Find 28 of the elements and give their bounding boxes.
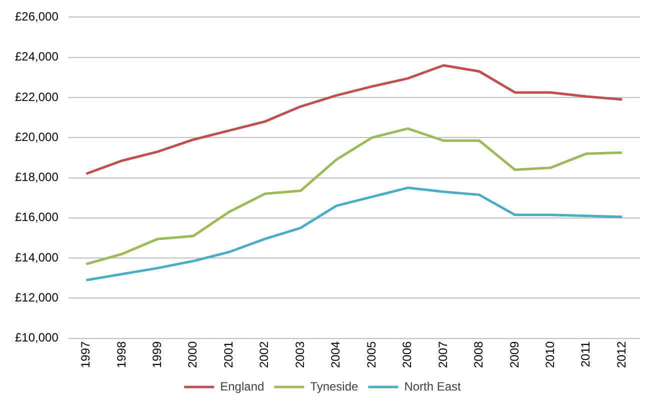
y-tick-label: £24,000 <box>14 50 59 64</box>
x-tick-label: 2005 <box>364 340 378 368</box>
x-tick-label: 2001 <box>221 340 236 368</box>
y-tick-label: £16,000 <box>14 210 59 224</box>
legend-label: North East <box>404 379 462 394</box>
x-tick-label: 2009 <box>507 340 522 368</box>
legend-label: England <box>220 379 264 394</box>
x-tick-label: 2003 <box>292 340 307 368</box>
x-tick-label: 2007 <box>436 340 450 368</box>
y-tick-label: £22,000 <box>14 90 59 104</box>
y-tick-label: £10,000 <box>14 330 59 345</box>
x-tick-label: 1998 <box>114 340 128 368</box>
x-tick-label: 2010 <box>542 340 557 368</box>
y-tick-label: £12,000 <box>14 290 59 304</box>
x-tick-label: 2008 <box>472 340 486 368</box>
x-tick-label: 2011 <box>578 340 593 368</box>
y-tick-label: £26,000 <box>14 10 59 24</box>
x-tick-label: 2002 <box>257 340 272 368</box>
x-tick-label: 2004 <box>328 340 343 368</box>
x-tick-label: 2012 <box>614 340 628 368</box>
y-tick-label: £20,000 <box>14 130 59 144</box>
x-tick-label: 2000 <box>186 340 200 368</box>
x-tick-label: 1999 <box>150 340 164 368</box>
legend-label: Tyneside <box>310 379 359 394</box>
y-tick-label: £14,000 <box>14 250 59 264</box>
x-tick-label: 2006 <box>400 340 414 368</box>
x-tick-label: 1997 <box>78 340 93 368</box>
y-tick-label: £18,000 <box>14 170 59 184</box>
